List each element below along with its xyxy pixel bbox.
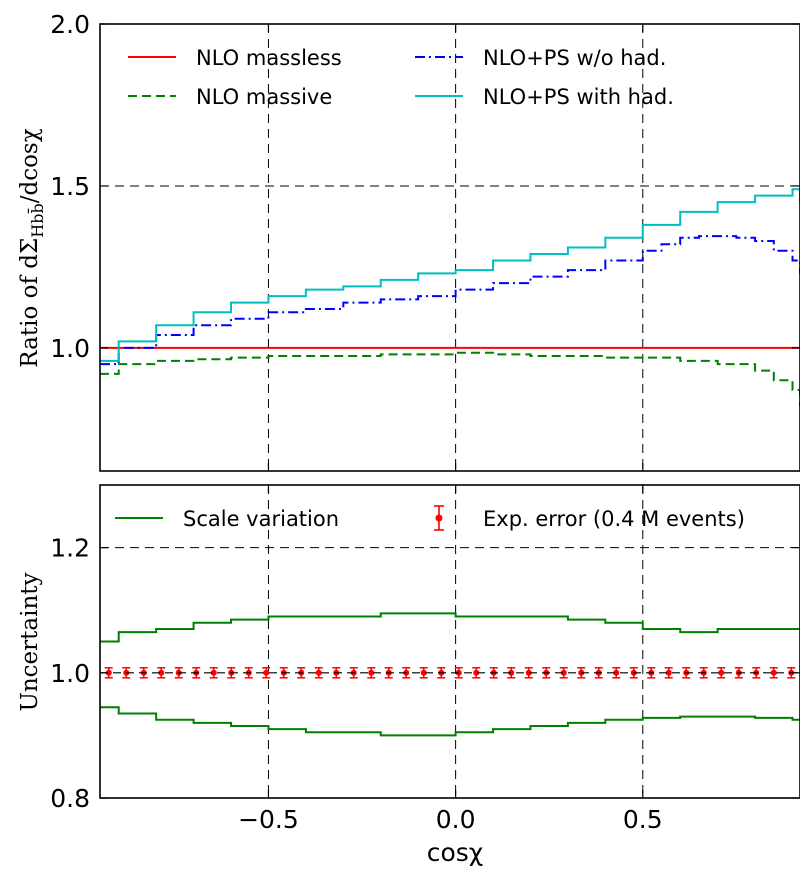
top-legend: NLO massless NLO massive NLO+PS w/o had. NL… (128, 46, 674, 109)
bottom-gridlines (100, 485, 800, 798)
legend-label: NLO+PS w/o had. (483, 46, 666, 70)
legend-label: NLO+PS with had. (483, 85, 674, 109)
error-point (105, 669, 112, 676)
y-tick-label: 2.0 (50, 10, 90, 39)
legend-label: Scale variation (183, 507, 339, 531)
legend-label: Exp. error (0.4 M events) (483, 507, 745, 531)
top-gridlines (100, 24, 800, 471)
series-line (100, 706, 800, 737)
error-point (560, 669, 567, 676)
top-ticks: 1.0 1.5 2.0 (50, 10, 800, 471)
error-point (420, 669, 427, 676)
error-point (613, 669, 620, 676)
error-point (665, 669, 672, 676)
error-point (263, 669, 270, 676)
series-line (100, 612, 800, 643)
top-panel: 1.0 1.5 2.0 NLO massless NLO massive NLO+PS … (50, 10, 800, 472)
x-tick-label: −0.5 (238, 805, 299, 834)
x-tick-label: 0.5 (623, 805, 663, 834)
y-tick-label: 1.0 (50, 334, 90, 363)
legend-label: NLO massless (196, 46, 342, 70)
bottom-y-axis-label: Uncertainty (17, 572, 43, 711)
y-tick-label: 1.2 (50, 534, 90, 563)
bottom-panel: 0.8 1.0 1.2 −0.5 0.0 0.5 Scale variation Exp. … (50, 484, 800, 834)
top-y-axis-label: Ratio of dΣHbb̄/dcosχ (17, 128, 47, 367)
legend-errorbar-point (435, 514, 443, 522)
series-line (100, 188, 800, 362)
error-point (508, 669, 515, 676)
y-tick-label: 1.5 (50, 172, 90, 201)
error-point (368, 669, 375, 676)
y-tick-label: 0.8 (50, 784, 90, 813)
error-point (158, 669, 165, 676)
bottom-ticks: 0.8 1.0 1.2 −0.5 0.0 0.5 (50, 485, 800, 834)
error-point (210, 669, 217, 676)
series-line (100, 235, 800, 366)
top-frame (99, 23, 800, 472)
y-tick-label: 1.0 (50, 659, 90, 688)
error-point (473, 669, 480, 676)
error-point (718, 669, 725, 676)
error-point (525, 669, 532, 676)
bottom-legend: Scale variation Exp. error (0.4 M events) (115, 505, 745, 531)
x-axis-label: cosχ (427, 838, 484, 867)
error-point (315, 669, 322, 676)
series-line (100, 351, 800, 407)
top-series-group (100, 188, 800, 407)
error-point (770, 669, 777, 676)
bottom-series-group (100, 612, 800, 737)
legend-label: NLO massive (196, 85, 332, 109)
x-tick-label: 0.0 (436, 805, 476, 834)
bottom-frame (99, 484, 800, 799)
